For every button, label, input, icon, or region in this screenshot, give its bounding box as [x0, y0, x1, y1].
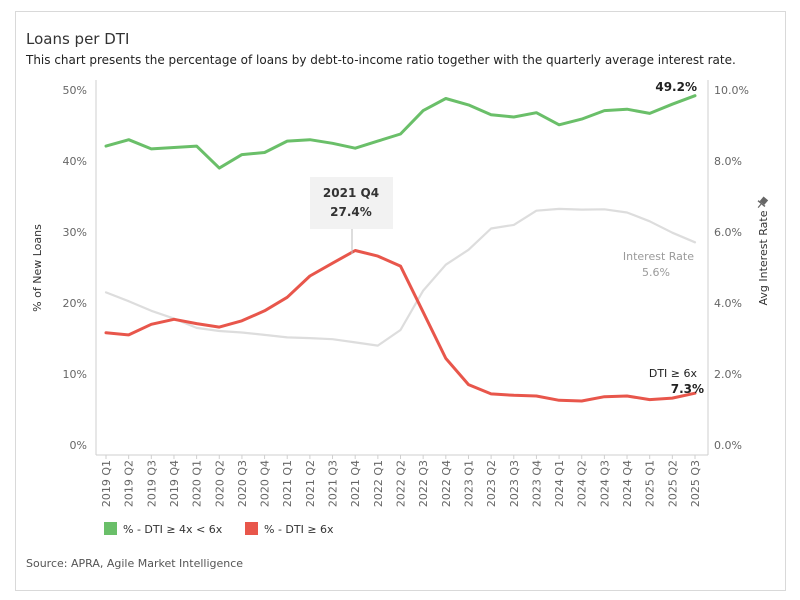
legend-label-red: % - DTI ≥ 6x	[264, 523, 334, 536]
right-tick-label: 4.0%	[714, 297, 742, 310]
x-tick-label: 2022 Q3	[417, 460, 430, 507]
legend-item-red[interactable]: % - DTI ≥ 6x	[245, 522, 334, 536]
x-tick-label: 2020 Q4	[259, 460, 272, 507]
peak-callout-value: 27.4%	[330, 205, 372, 219]
right-tick-label: 8.0%	[714, 155, 742, 168]
right-axis-ticks: 0.0% 2.0% 4.0% 6.0% 8.0% 10.0%	[714, 84, 749, 452]
x-tick-label: 2023 Q4	[530, 460, 543, 507]
x-tick-label: 2023 Q1	[462, 460, 475, 507]
pin-icon[interactable]	[755, 196, 770, 211]
x-tick-label: 2019 Q2	[123, 460, 136, 507]
x-tick-label: 2023 Q3	[508, 460, 521, 507]
legend-swatch-green	[104, 522, 117, 535]
x-tick-label: 2021 Q1	[281, 460, 294, 507]
x-tick-label: 2024 Q3	[598, 460, 611, 507]
green-end-label: 49.2%	[655, 80, 697, 94]
series-layer	[104, 94, 697, 403]
left-tick-label: 30%	[63, 226, 87, 239]
series-line-interest-rate[interactable]	[104, 207, 697, 347]
x-tick-label: 2022 Q1	[372, 460, 385, 507]
legend-item-green[interactable]: % - DTI ≥ 4x < 6x	[104, 522, 223, 536]
interest-rate-label: Interest Rate	[623, 250, 694, 263]
x-tick-label: 2019 Q4	[168, 460, 181, 507]
x-tick-label: 2021 Q3	[327, 460, 340, 507]
left-axis-title: % of New Loans	[31, 224, 44, 312]
legend: % - DTI ≥ 4x < 6x % - DTI ≥ 6x	[104, 522, 334, 536]
left-tick-label: 20%	[63, 297, 87, 310]
legend-swatch-red	[245, 522, 258, 535]
x-axis-ticks: 2019 Q1 2019 Q2 2019 Q3 2019 Q4 2020 Q1 2020 …	[100, 455, 702, 507]
interest-rate-value: 5.6%	[642, 266, 670, 279]
x-tick-label: 2021 Q4	[349, 460, 362, 507]
series-line-dti-6x[interactable]	[104, 249, 697, 403]
chart-subtitle: This chart presents the percentage of lo…	[26, 53, 736, 67]
left-tick-label: 40%	[63, 155, 87, 168]
left-tick-label: 10%	[63, 368, 87, 381]
left-axis-ticks: 0% 10% 20% 30% 40% 50%	[63, 84, 87, 452]
legend-label-green: % - DTI ≥ 4x < 6x	[123, 523, 223, 536]
x-tick-label: 2023 Q2	[485, 460, 498, 507]
x-tick-label: 2024 Q4	[621, 460, 634, 507]
left-tick-label: 50%	[63, 84, 87, 97]
chart-title: Loans per DTI	[26, 30, 130, 48]
right-tick-label: 6.0%	[714, 226, 742, 239]
right-tick-label: 2.0%	[714, 368, 742, 381]
series-line-dti-4x-6x[interactable]	[104, 94, 697, 170]
x-tick-label: 2022 Q4	[440, 460, 453, 507]
x-tick-label: 2024 Q2	[576, 460, 589, 507]
x-tick-label: 2025 Q3	[689, 460, 702, 507]
x-tick-label: 2020 Q1	[191, 460, 204, 507]
x-tick-label: 2020 Q3	[236, 460, 249, 507]
x-tick-label: 2025 Q1	[644, 460, 657, 507]
x-tick-label: 2019 Q1	[100, 460, 113, 507]
red-end-label: 7.3%	[671, 382, 704, 396]
x-tick-label: 2024 Q1	[553, 460, 566, 507]
chart-frame	[15, 11, 786, 591]
x-tick-label: 2019 Q3	[145, 460, 158, 507]
peak-callout-box	[310, 177, 393, 229]
x-tick-label: 2021 Q2	[304, 460, 317, 507]
source-note: Source: APRA, Agile Market Intelligence	[26, 557, 244, 570]
peak-callout: 2021 Q4 27.4%	[310, 177, 393, 254]
right-axis-title: Avg Interest Rate	[757, 210, 770, 305]
x-tick-label: 2025 Q2	[666, 460, 679, 507]
right-tick-label: 10.0%	[714, 84, 749, 97]
right-tick-label: 0.0%	[714, 439, 742, 452]
axes	[95, 80, 709, 456]
red-series-label: DTI ≥ 6x	[649, 367, 698, 380]
x-tick-label: 2022 Q2	[395, 460, 408, 507]
peak-callout-period: 2021 Q4	[323, 186, 379, 200]
left-tick-label: 0%	[70, 439, 87, 452]
x-tick-label: 2020 Q2	[213, 460, 226, 507]
